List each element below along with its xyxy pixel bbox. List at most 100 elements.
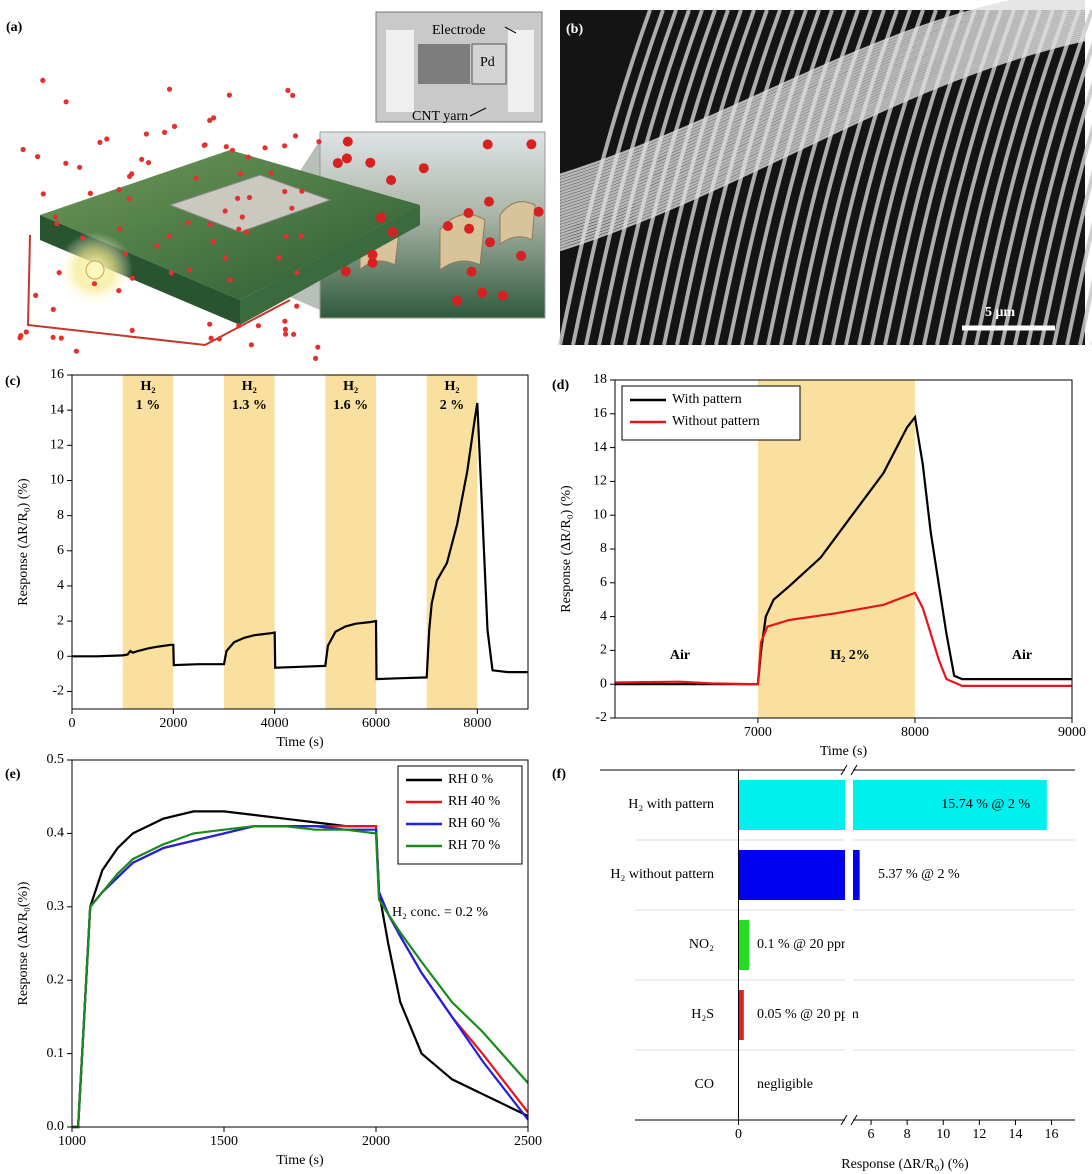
value-label: 15.74 % @ 2 %: [941, 797, 1030, 812]
strand: [559, 26, 1086, 234]
panel-b: (b) 5 μm: [558, 0, 1092, 346]
value-label: 0.05 % @ 20 ppm: [757, 1007, 859, 1022]
y-tick-label: 4: [57, 578, 64, 593]
molecule: [246, 194, 253, 201]
molecule: [442, 221, 453, 232]
y-axis-label: Response (ΔR/R₀) (%): [559, 485, 574, 613]
molecule: [80, 235, 86, 241]
x-tick-label: 8: [904, 1127, 911, 1142]
molecule: [463, 208, 474, 218]
molecule: [341, 153, 352, 164]
strand: [559, 32, 1086, 243]
data-line: [72, 825, 529, 1129]
molecule: [237, 171, 244, 177]
annotation: H₂ 2%: [830, 648, 870, 663]
y-tick-label: 0.2: [47, 972, 65, 987]
molecule: [139, 156, 145, 162]
legend-label: Without pattern: [672, 414, 760, 429]
strand: [961, 9, 1055, 346]
molecule: [313, 355, 319, 361]
category-label: H₂ without pattern: [610, 867, 714, 882]
y-axis-label: Response (ΔR/R₀) (%): [16, 478, 31, 606]
y-tick-label: 0.3: [47, 899, 65, 914]
molecule: [116, 288, 122, 294]
molecule: [129, 275, 135, 281]
x-axis-label: Time (s): [820, 744, 868, 759]
x-tick-label: 9000: [1058, 725, 1086, 740]
value-label: 5.37 % @ 2 %: [878, 867, 960, 882]
y-tick-label: 14: [50, 402, 64, 417]
bar: [738, 990, 744, 1040]
inset-label: Electrode: [432, 23, 486, 38]
strand: [559, 8, 1086, 207]
molecule: [50, 334, 56, 340]
x-tick-label: 7000: [744, 725, 772, 740]
molecule: [526, 139, 537, 150]
panel-label: (d): [552, 378, 569, 393]
strand: [1013, 41, 1092, 346]
molecule: [387, 227, 398, 238]
molecule: [185, 219, 191, 226]
strand: [1052, 170, 1092, 346]
panel-label: (c): [5, 374, 21, 389]
strand: [559, 34, 1086, 246]
strand: [559, 24, 1086, 231]
molecule: [166, 233, 172, 239]
molecule: [367, 249, 378, 260]
molecule: [283, 331, 289, 337]
strand: [935, 9, 1029, 346]
molecule: [56, 270, 62, 276]
pd-pattern: [471, 43, 507, 85]
molecule: [292, 133, 299, 139]
y-tick-label: 2: [600, 643, 607, 658]
molecule: [386, 175, 397, 186]
strand: [714, 9, 808, 346]
bar: [738, 850, 860, 900]
y-tick-label: 16: [593, 406, 607, 421]
strand: [740, 9, 834, 346]
strand: [974, 9, 1068, 346]
strand: [559, 0, 1035, 180]
legend-label: With pattern: [672, 392, 742, 407]
y-tick-label: 16: [50, 367, 64, 382]
led: [85, 260, 105, 280]
shaded-region: [325, 375, 376, 709]
molecule: [533, 206, 544, 217]
molecule: [227, 277, 233, 283]
molecule: [452, 295, 463, 306]
molecule: [91, 281, 98, 287]
molecule: [282, 143, 288, 149]
strand: [559, 22, 1086, 228]
y-tick-label: 8: [57, 508, 64, 523]
molecule: [77, 164, 83, 170]
panel-label: (f): [552, 767, 566, 782]
plot-frame: [71, 759, 529, 1128]
molecule: [126, 196, 132, 202]
scale-bar-label: 5 μm: [985, 305, 1015, 320]
x-axis-label: Response (ΔR/R₀) (%): [841, 1157, 969, 1172]
strand: [559, 36, 1086, 249]
molecule: [116, 187, 122, 193]
y-tick-label: 18: [593, 372, 607, 387]
molecule: [117, 226, 123, 232]
molecule: [229, 147, 236, 153]
molecule: [418, 163, 429, 174]
molecule: [282, 326, 288, 332]
strand: [559, 10, 1086, 210]
region-label: 2 %: [440, 398, 465, 413]
molecule: [236, 323, 242, 329]
x-tick-label: 16: [1045, 1127, 1059, 1142]
legend-label: RH 70 %: [448, 838, 500, 853]
molecule: [332, 158, 343, 169]
arrow: [504, 26, 517, 34]
molecule: [316, 139, 322, 145]
strand: [1065, 221, 1092, 346]
y-tick-label: 4: [600, 609, 607, 624]
molecule: [294, 270, 300, 276]
strand: [559, 14, 1086, 216]
molecule: [289, 205, 295, 211]
annotation: Air: [670, 648, 690, 663]
molecule: [245, 154, 251, 160]
y-tick-label: 12: [593, 474, 607, 489]
molecule: [282, 318, 288, 324]
